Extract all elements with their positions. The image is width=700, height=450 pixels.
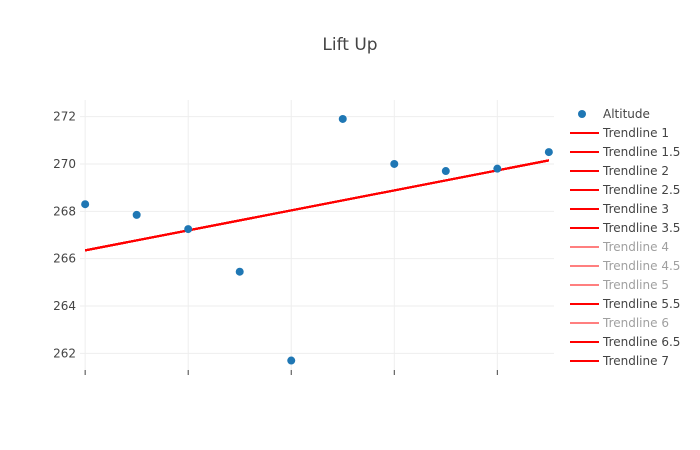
y-tick-label: 266: [53, 252, 76, 266]
legend-item[interactable]: Trendline 1.5: [570, 145, 680, 159]
legend-item[interactable]: Trendline 3: [570, 202, 669, 216]
legend-label: Trendline 3: [602, 202, 669, 216]
legend-label: Trendline 4.5: [602, 259, 680, 273]
legend-item[interactable]: Trendline 5.5: [570, 297, 680, 311]
altitude-point: [338, 114, 347, 123]
legend-label: Trendline 7: [602, 354, 669, 368]
legend-item[interactable]: Trendline 6.5: [570, 335, 680, 349]
legend-item[interactable]: Trendline 4.5: [570, 259, 680, 273]
altitude-point: [184, 225, 193, 234]
altitude-point: [132, 210, 141, 219]
legend-label: Trendline 4: [602, 240, 669, 254]
altitude-point: [81, 200, 90, 209]
legend-item[interactable]: Trendline 1: [570, 126, 669, 140]
altitude-point: [287, 356, 296, 365]
legend-item[interactable]: Trendline 6: [570, 316, 669, 330]
chart-title: Lift Up: [322, 35, 377, 55]
altitude-point: [235, 267, 244, 276]
legend-label: Trendline 5.5: [602, 297, 680, 311]
legend-label: Trendline 5: [602, 278, 669, 292]
legend-item[interactable]: Altitude: [578, 107, 650, 121]
altitude-point: [390, 159, 399, 168]
legend-label: Trendline 3.5: [602, 221, 680, 235]
legend-item[interactable]: Trendline 5: [570, 278, 669, 292]
legend-label: Trendline 6.5: [602, 335, 680, 349]
x-axis-ticks: [84, 370, 498, 375]
legend-label: Altitude: [603, 107, 650, 121]
altitude-point: [493, 164, 502, 173]
legend[interactable]: Altitude Trendline 1 Trendline 1.5 Trendlin…: [570, 107, 680, 368]
altitude-point: [544, 148, 553, 157]
legend-item[interactable]: Trendline 2.5: [570, 183, 680, 197]
legend-item[interactable]: Trendline 3.5: [570, 221, 680, 235]
trendline: [84, 159, 550, 252]
y-tick-label: 272: [53, 110, 76, 124]
altitude-point: [441, 167, 450, 176]
trendline-layer: [84, 159, 550, 252]
y-tick-label: 264: [53, 299, 76, 313]
legend-label: Trendline 1: [602, 126, 669, 140]
y-tick-label: 270: [53, 157, 76, 171]
legend-label: Trendline 6: [602, 316, 669, 330]
legend-label: Trendline 2.5: [602, 183, 680, 197]
y-tick-label: 262: [53, 346, 76, 360]
y-axis: 262 264 266 268 270 272: [53, 110, 76, 361]
legend-label: Trendline 1.5: [602, 145, 680, 159]
legend-label: Trendline 2: [602, 164, 669, 178]
y-tick-label: 268: [53, 204, 76, 218]
legend-marker: [578, 110, 586, 118]
legend-item[interactable]: Trendline 2: [570, 164, 669, 178]
grid: [80, 100, 554, 370]
legend-item[interactable]: Trendline 4: [570, 240, 669, 254]
legend-item[interactable]: Trendline 7: [570, 354, 669, 368]
altitude-points: [81, 114, 553, 365]
